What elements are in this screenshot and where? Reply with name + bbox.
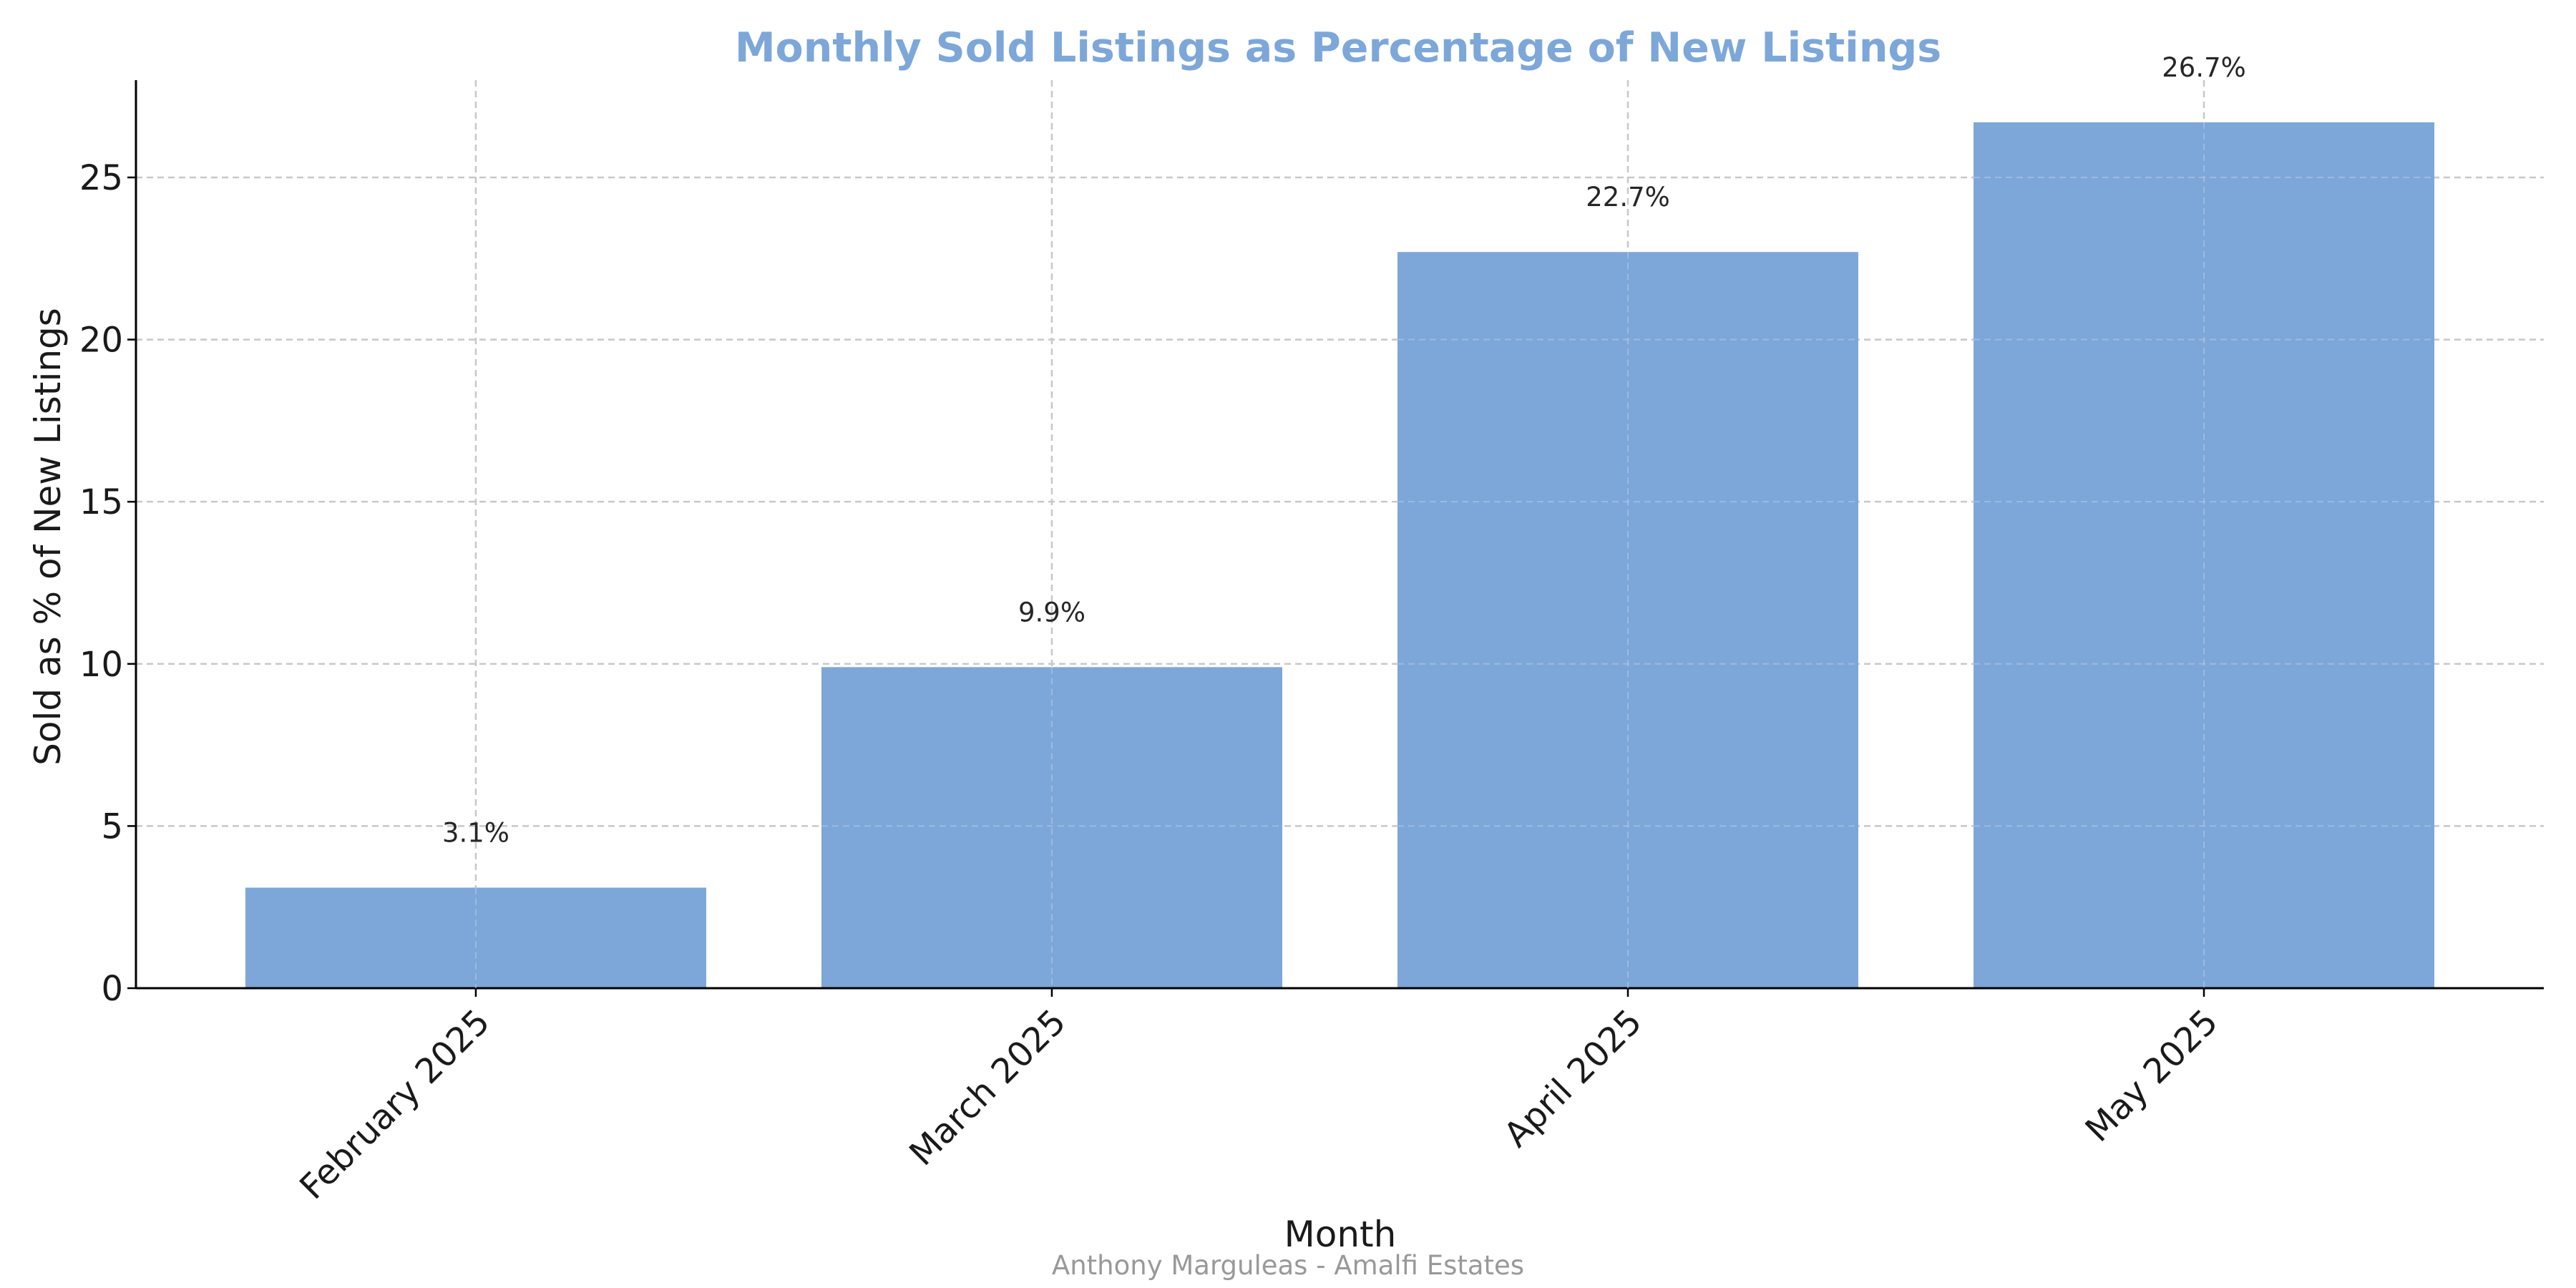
bar-value-label: 26.7% [2162,52,2246,83]
value-labels: 3.1% 9.9% 22.7% 26.7% [442,52,2435,988]
y-tick-label: 15 [79,482,123,522]
bar-value-label: 22.7% [1586,182,1670,213]
y-ticks: 0 5 10 15 20 25 [79,158,136,1009]
y-tick-label: 25 [79,158,123,198]
x-tick-label: February 2025 [292,1002,497,1207]
bar-value-label: 9.9% [1018,597,1085,628]
y-axis-label: Sold as % of New Listings [27,308,69,766]
footer-credit: Anthony Marguleas - Amalfi Estates [1052,1250,1524,1281]
bars [245,122,2435,989]
chart-title: Monthly Sold Listings as Percentage of N… [735,24,1941,72]
bar [821,667,1282,988]
y-tick-label: 20 [79,321,123,361]
y-tick-label: 0 [101,969,123,1009]
x-tick-label: April 2025 [1496,1002,1649,1155]
axes [135,80,2544,990]
x-axis-label: Month [1284,1214,1397,1255]
x-tick-label: May 2025 [2078,1002,2226,1150]
y-tick-label: 10 [79,645,123,685]
x-tick-label: March 2025 [902,1002,1073,1174]
y-tick-label: 5 [101,806,123,847]
x-ticks: February 2025 March 2025 April 2025 May 202… [292,988,2226,1207]
bar-value-label: 3.1% [442,818,509,849]
